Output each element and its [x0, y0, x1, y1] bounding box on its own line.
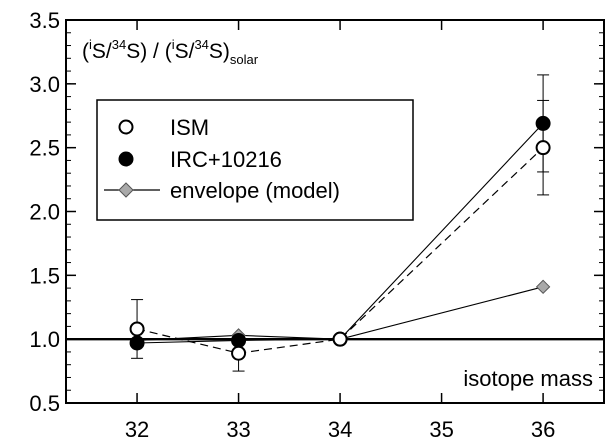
marker-ism: [129, 321, 145, 337]
x-tick-label: 34: [328, 417, 352, 442]
y-tick-label: 1.5: [29, 263, 60, 288]
legend-label-ism: ISM: [170, 115, 209, 140]
x-tick-label: 32: [125, 417, 149, 442]
marker-envelope: [535, 279, 551, 295]
y-tick-label: 2.5: [29, 136, 60, 161]
marker-ism: [231, 345, 247, 361]
marker-irc: [129, 335, 145, 351]
marker-irc: [231, 332, 247, 348]
y-tick-label: 0.5: [29, 391, 60, 416]
legend-label-irc: IRC+10216: [170, 147, 282, 172]
legend-marker-irc: [118, 151, 134, 167]
marker-ism: [535, 140, 551, 156]
x-tick-label: 36: [531, 417, 555, 442]
x-tick-label: 35: [429, 417, 453, 442]
marker-ism: [332, 331, 348, 347]
x-axis-label: isotope mass: [463, 366, 593, 391]
y-tick-label: 1.0: [29, 327, 60, 352]
y-axis-label: (iS/34S) / (iS/34S)solar: [82, 37, 259, 67]
y-tick-label: 3.5: [29, 8, 60, 33]
marker-irc: [535, 115, 551, 131]
legend-label-envelope: envelope (model): [170, 178, 340, 203]
x-tick-label: 33: [226, 417, 250, 442]
legend-marker-ism: [118, 119, 134, 135]
legend: ISM IRC+10216 envelope (model): [96, 99, 414, 221]
series-line-2: [137, 286, 544, 341]
legend-box: [96, 99, 414, 221]
legend-marker-envelope: [118, 182, 134, 198]
y-tick-label: 2.0: [29, 200, 60, 225]
y-tick-label: 3.0: [29, 72, 60, 97]
series-line-0: [136, 147, 544, 354]
series-line-1: [137, 123, 544, 344]
